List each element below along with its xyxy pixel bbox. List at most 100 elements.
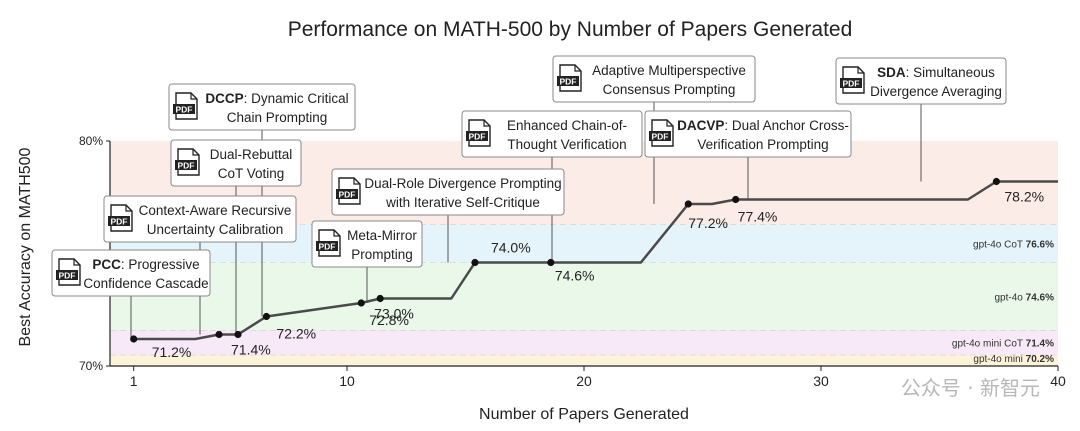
method-annotation: PDF Dual-Role Divergence Prompting with It…: [331, 168, 565, 216]
annotation-text-line1: Dual-Rebuttal: [210, 147, 293, 162]
reference-band: [110, 354, 1058, 366]
data-point: [376, 294, 384, 303]
annotation-text-line1: Enhanced Chain-of-: [507, 118, 627, 133]
reference-band-label: gpt-4o mini CoT 71.4%: [952, 338, 1054, 349]
reference-band-label: gpt-4o CoT 76.6%: [973, 239, 1054, 250]
annotation-box: [51, 249, 211, 297]
data-point: [732, 195, 740, 204]
data-points: 71.2% 71.4% 72.2% 72.8%73.0% 74.0% 74.6% 77.2%…: [130, 177, 1044, 360]
watermark: 公众号 · 新智元: [900, 376, 1040, 400]
data-point: [547, 258, 555, 267]
pdf-icon: PDF: [649, 119, 674, 147]
reference-band-label: gpt-4o 74.6%: [995, 292, 1055, 303]
annotation-box: [835, 57, 1007, 105]
data-point: [215, 330, 223, 339]
annotation-box: [331, 168, 565, 216]
pdf-icon: PDF: [56, 258, 81, 286]
data-point: [471, 258, 479, 267]
y-tick-label: 70%: [79, 359, 103, 373]
y-tick-label: 80%: [79, 134, 103, 148]
method-annotation: PDF SDA: Simultaneous Divergence Averaging: [835, 57, 1007, 105]
x-axis-label: Number of Papers Generated: [479, 406, 689, 423]
data-point: [234, 330, 242, 339]
annotation-box: [103, 195, 297, 243]
annotation-text-line1: DACVP: Dual Anchor Cross-: [677, 118, 849, 133]
pdf-icon: PDF: [173, 92, 198, 120]
annotation-text-line1: Meta-Mirror: [347, 228, 417, 243]
annotation-text-line1: Dual-Role Divergence Prompting: [364, 176, 561, 191]
annotation-box: [461, 110, 643, 158]
annotation-box: [168, 83, 356, 131]
annotation-text-line2: Thought Verification: [507, 137, 626, 152]
method-annotation: PDF Adaptive Multiperspective Consensus Pr…: [552, 55, 756, 103]
x-tick-label: 30: [813, 373, 829, 389]
annotation-text-line2: Divergence Averaging: [870, 84, 1002, 99]
svg-text:PDF: PDF: [111, 217, 128, 227]
method-annotation: PDF Dual-Rebuttal CoT Voting: [170, 139, 302, 187]
point-value-label: 78.2%: [1004, 189, 1044, 205]
point-value-label: 72.2%: [276, 326, 316, 342]
annotation-text-line1: Adaptive Multiperspective: [592, 63, 746, 78]
annotation-box: [170, 139, 302, 187]
pdf-icon: PDF: [175, 148, 200, 176]
annotation-text-line2: Uncertainty Calibration: [147, 222, 284, 237]
annotation-text-line1: PCC: Progressive: [92, 257, 199, 272]
point-value-label: 77.2%: [688, 215, 728, 231]
annotation-text-line2: Verification Prompting: [697, 137, 828, 152]
pdf-icon: PDF: [840, 66, 865, 94]
annotation-text-line1: Context-Aware Recursive: [139, 203, 292, 218]
data-point: [357, 299, 365, 307]
svg-text:PDF: PDF: [59, 271, 76, 281]
pdf-icon: PDF: [316, 229, 341, 257]
svg-text:PDF: PDF: [843, 79, 860, 89]
svg-text:PDF: PDF: [560, 77, 577, 87]
annotation-text-line2: Consensus Prompting: [603, 82, 736, 97]
point-value-label: 72.8%: [369, 312, 409, 328]
pdf-icon: PDF: [336, 177, 361, 205]
pdf-icon: PDF: [108, 204, 133, 232]
svg-text:PDF: PDF: [339, 190, 356, 200]
annotation-text-line2: CoT Voting: [218, 166, 285, 181]
point-value-label: 71.4%: [231, 342, 271, 358]
annotation-box: [552, 55, 756, 103]
y-axis-label: Best Accuracy on MATH500: [17, 147, 34, 346]
pdf-icon: PDF: [466, 119, 491, 147]
svg-text:PDF: PDF: [178, 161, 195, 171]
reference-band-label: gpt-4o mini 70.2%: [973, 354, 1054, 365]
x-tick-label: 20: [576, 373, 592, 389]
method-annotation: PDF Enhanced Chain-of- Thought Verificatio…: [461, 110, 643, 158]
annotation-text-line2: Prompting: [351, 247, 413, 262]
point-value-label: 74.0%: [491, 240, 531, 256]
point-value-label: 71.2%: [152, 344, 192, 360]
data-point: [262, 312, 271, 321]
data-point: [130, 335, 138, 343]
annotation-text-line1: SDA: Simultaneous: [877, 65, 995, 80]
annotation-text-line2: Chain Prompting: [227, 110, 328, 125]
x-tick-label: 10: [339, 373, 355, 389]
annotation-text-line1: DCCP: Dynamic Critical: [205, 91, 348, 106]
svg-text:PDF: PDF: [652, 132, 669, 142]
x-tick-label: 40: [1050, 373, 1066, 389]
annotation-text-line2: Confidence Cascade: [83, 276, 208, 291]
x-tick-label: 1: [130, 373, 138, 389]
method-annotation: PDF PCC: Progressive Confidence Cascade: [51, 249, 211, 297]
reference-band: [110, 330, 1058, 355]
svg-text:PDF: PDF: [319, 242, 336, 252]
method-annotation: PDF DCCP: Dynamic Critical Chain Prompting: [168, 83, 356, 131]
annotation-box: [644, 110, 852, 158]
svg-text:PDF: PDF: [176, 105, 193, 115]
chart-title: Performance on MATH-500 by Number of Pap…: [288, 18, 853, 41]
point-value-label: 77.4%: [738, 209, 778, 225]
data-point: [992, 177, 1000, 186]
method-annotation: PDF Context-Aware Recursive Uncertainty Ca…: [103, 195, 297, 243]
method-annotation: PDF DACVP: Dual Anchor Cross- Verification…: [644, 110, 852, 158]
pdf-icon: PDF: [557, 64, 582, 92]
point-value-label: 74.6%: [555, 268, 595, 284]
method-annotation: PDF Meta-Mirror Prompting: [311, 220, 423, 268]
data-point: [684, 200, 692, 208]
svg-text:PDF: PDF: [469, 132, 486, 142]
point-value-label: 73.0%: [374, 306, 414, 322]
annotation-text-line2: with Iterative Self-Critique: [385, 195, 540, 210]
